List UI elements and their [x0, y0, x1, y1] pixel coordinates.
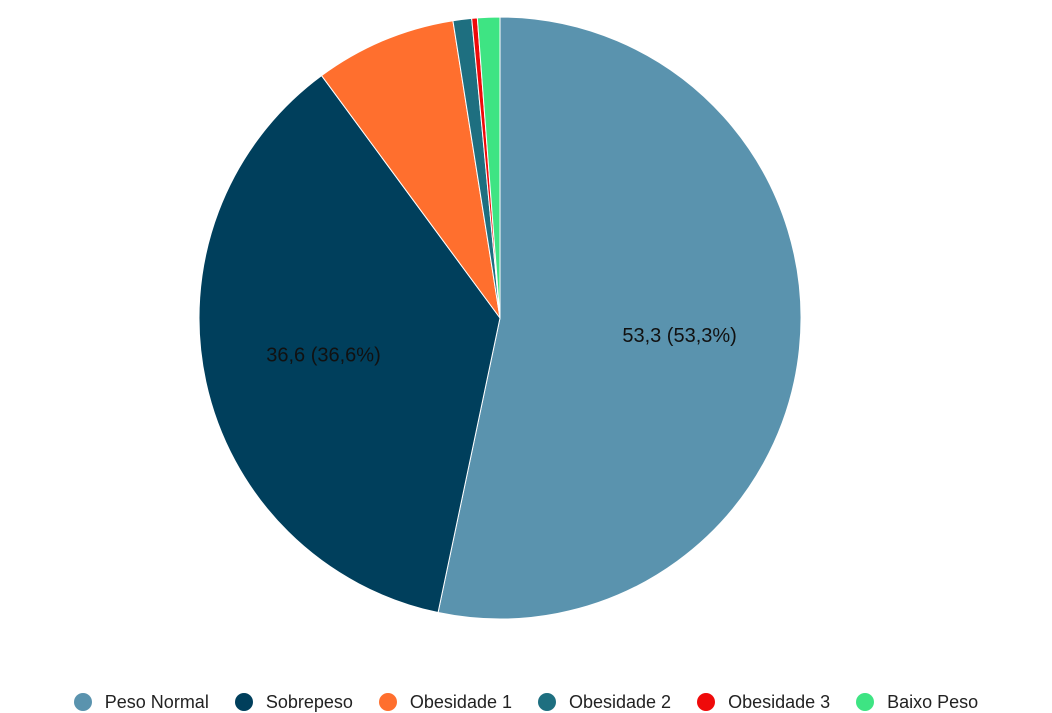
legend-swatch	[234, 693, 253, 711]
pie-slice-baixo-peso[interactable]	[476, 16, 501, 319]
pie-chart-svg: 53,3 (53,3%) 36,6 (36,6%)	[198, 16, 802, 620]
legend-item-obesidade-3[interactable]: Obesidade 3	[697, 692, 830, 713]
legend-swatch	[697, 693, 716, 711]
legend-label: Sobrepeso	[265, 691, 353, 712]
legend-item-sobrepeso[interactable]: Sobrepeso	[234, 691, 353, 713]
legend-item-peso-normal[interactable]: Peso Normal	[73, 691, 209, 713]
pie-slice-obesidade-1[interactable]	[320, 20, 501, 319]
slice-data-label-peso-normal: 53,3 (53,3%)	[622, 325, 737, 347]
legend-label: Obesidade 3	[728, 691, 831, 712]
legend-swatch	[856, 693, 875, 711]
legend-item-obesidade-1[interactable]: Obesidade 1	[378, 691, 512, 713]
legend-label: Obesidade 1	[409, 691, 512, 712]
legend-swatch	[73, 693, 92, 711]
pie-slice-peso-normal[interactable]	[437, 16, 802, 620]
chart-legend: Peso Normal Sobrepeso Obesidade 1 Obesidade…	[0, 690, 1052, 713]
pie-slice-sobrepeso[interactable]	[198, 74, 501, 614]
legend-item-obesidade-2[interactable]: Obesidade 2	[537, 691, 672, 713]
legend-item-baixo-peso[interactable]: Baixo Peso	[856, 692, 978, 713]
legend-swatch	[378, 693, 397, 711]
legend-swatch	[537, 693, 556, 711]
legend-label: Peso Normal	[104, 691, 209, 712]
legend-label: Obesidade 2	[568, 691, 672, 712]
slice-data-label-sobrepeso: 36,6 (36,6%)	[266, 345, 381, 367]
legend-label: Baixo Peso	[887, 691, 979, 712]
